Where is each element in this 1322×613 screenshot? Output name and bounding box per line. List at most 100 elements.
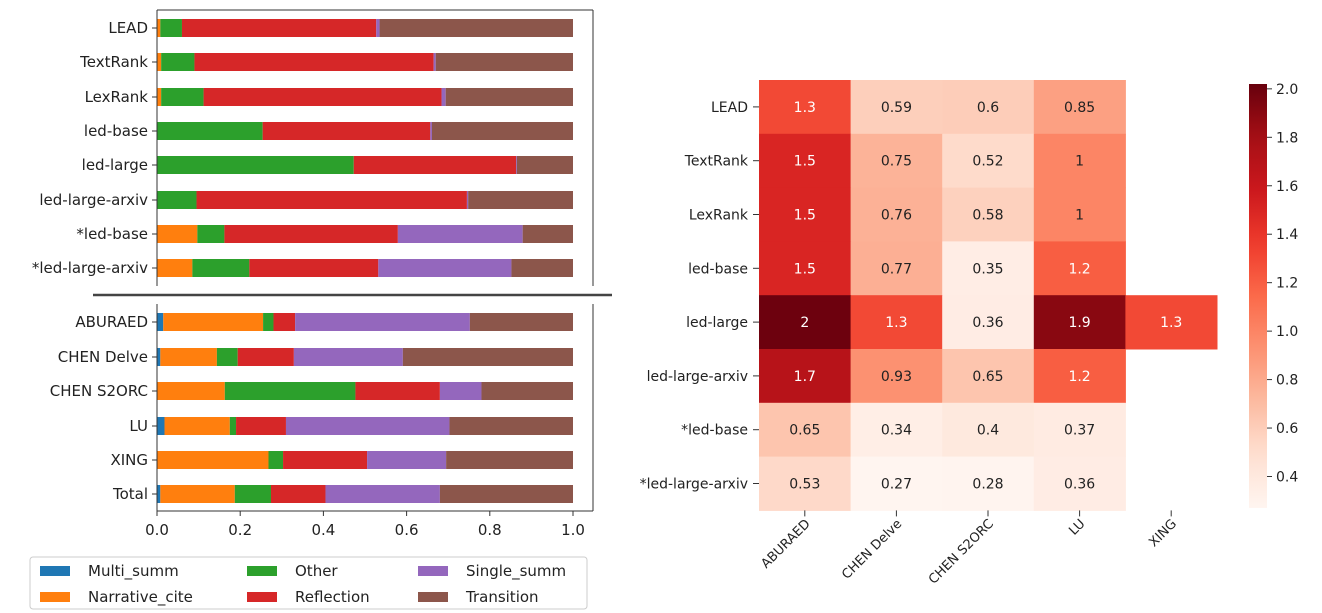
bar-aburaed-single-summ (295, 313, 470, 331)
heatmap-row-labels: LEAD TextRank LexRank led-base led-large led-… (640, 100, 759, 493)
legend-label-multi-summ: Multi_summ (88, 562, 179, 581)
bar-aburaed-multi-summ (157, 313, 164, 331)
row-label-textrank: TextRank (684, 154, 749, 170)
x-tick-label: 0.0 (145, 521, 169, 539)
colorbar-tick-label: 1.4 (1276, 227, 1298, 243)
colorbar-tick-label: 0.4 (1276, 470, 1298, 486)
legend-label-narrative-cite: Narrative_cite (88, 588, 193, 607)
cell-label-led-large-arxiv-aburaed: 1.7 (794, 369, 816, 385)
colorbar-tick-label: 0.6 (1276, 421, 1298, 437)
cell-label-lexrank-lu: 1 (1075, 208, 1084, 224)
colorbar-tick-label: 1.6 (1276, 179, 1298, 195)
bar-category-labels: LEAD TextRank LexRank led-base led-large led-… (32, 19, 157, 503)
cell-led-base-aburaed (759, 241, 852, 296)
legend-swatch-narrative-cite (40, 592, 70, 602)
row-label-led-base: *led-base (681, 423, 748, 439)
row-label-lead: LEAD (711, 100, 748, 116)
colorbar: 0.4 0.6 0.8 1.0 1.2 1.4 1.6 1.8 2.0 (1249, 82, 1298, 508)
bar-led-base-narrative-cite (157, 225, 198, 243)
legend-swatch-multi-summ (40, 566, 70, 576)
bar-chen-delve-multi-summ (157, 348, 161, 366)
bar-chen-s2orc-transition (481, 382, 573, 400)
bar-x-ticks: 0.0 0.2 0.4 0.6 0.8 1.0 (145, 511, 585, 539)
x-tick-label: 0.6 (395, 521, 419, 539)
legend-swatch-transition (418, 592, 448, 602)
cell-led-large-arxiv-aburaed (759, 456, 852, 511)
bar-lead-single-summ (376, 19, 380, 37)
cell-label-led-large-arxiv-chen-s2orc: 0.28 (972, 477, 1003, 493)
bar-lu-single-summ (285, 417, 450, 435)
cell-led-large-arxiv-lu (1033, 349, 1126, 404)
cell-led-base-aburaed (759, 402, 852, 458)
bar-aburaed-other (263, 313, 274, 331)
cell-label-led-large-arxiv-aburaed: 0.53 (789, 477, 820, 493)
bar-chen-s2orc-other (224, 382, 356, 400)
colorbar-bar (1249, 84, 1267, 508)
legend-label-reflection: Reflection (295, 588, 370, 606)
bar-segments (157, 19, 573, 503)
cell-led-large-lu (1033, 295, 1126, 350)
cell-label-led-large-arxiv-chen-delve: 0.93 (881, 369, 912, 385)
cell-label-led-large-lu: 1.9 (1068, 315, 1090, 331)
bar-led-large-arxiv-other (157, 191, 197, 209)
cell-label-led-base-chen-s2orc: 0.35 (972, 261, 1003, 277)
bar-total-other (234, 485, 271, 503)
cell-led-base-chen-s2orc (942, 241, 1035, 296)
cell-label-led-base-lu: 0.37 (1064, 423, 1095, 439)
heatmap-chart: 1.3 0.59 0.6 0.85 1.5 0.75 0.52 1 1.5 0.76 0.58 1 1.… (640, 80, 1298, 587)
row-label-led-base: led-base (688, 261, 748, 277)
legend-swatch-single-summ (418, 566, 448, 576)
cell-lead-aburaed (759, 80, 852, 135)
bar-axes (93, 9, 612, 512)
colorbar-tick-label: 1.0 (1276, 324, 1298, 340)
cell-textrank-aburaed (759, 133, 852, 189)
bar-lexrank-transition (445, 88, 573, 106)
bar-total-multi-summ (157, 485, 161, 503)
x-tick-label: 0.2 (228, 521, 252, 539)
bar-led-large-arxiv-single-summ (466, 191, 469, 209)
cell-label-led-large-aburaed: 2 (800, 315, 809, 331)
bar-textrank-transition (435, 53, 573, 71)
cell-led-large-arxiv-chen-s2orc (942, 456, 1035, 511)
y-tick-label-led-large-arxiv: *led-large-arxiv (32, 259, 148, 277)
bar-xing-other (268, 451, 284, 469)
y-tick-label-chen-delve: CHEN Delve (58, 348, 148, 366)
bar-led-large-other (157, 156, 354, 174)
legend-label-transition: Transition (465, 588, 539, 606)
bar-lu-multi-summ (157, 417, 165, 435)
cell-lexrank-chen-s2orc (942, 187, 1035, 242)
y-tick-label-lead: LEAD (108, 19, 148, 37)
bar-textrank-single-summ (433, 53, 436, 71)
bar-led-large-arxiv-single-summ (378, 259, 512, 277)
bar-aburaed-reflection (273, 313, 296, 331)
cell-led-large-arxiv-chen-delve (850, 456, 943, 511)
y-tick-label-xing: XING (110, 451, 148, 469)
bar-xing-single-summ (367, 451, 447, 469)
bar-xing-reflection (283, 451, 368, 469)
y-tick-label-led-large: led-large (82, 156, 148, 174)
bar-lexrank-reflection (203, 88, 442, 106)
bar-chen-delve-other (216, 348, 238, 366)
col-label-chen-delve: CHEN Delve (839, 517, 905, 583)
bar-lexrank-narrative-cite (157, 88, 162, 106)
bar-chen-delve-narrative-cite (160, 348, 217, 366)
cell-led-large-arxiv-aburaed (759, 349, 852, 404)
bar-lexrank-single-summ (441, 88, 446, 106)
cell-label-textrank-chen-delve: 0.75 (881, 154, 912, 170)
bar-led-base-transition (522, 225, 573, 243)
cell-label-led-base-chen-delve: 0.34 (881, 423, 912, 439)
cell-label-lexrank-chen-s2orc: 0.58 (972, 208, 1003, 224)
cell-label-led-large-xing: 1.3 (1160, 315, 1182, 331)
bar-chen-delve-single-summ (293, 348, 403, 366)
cell-label-led-large-arxiv-chen-delve: 0.27 (881, 477, 912, 493)
bar-lead-reflection (181, 19, 377, 37)
stacked-bar-chart: LEAD TextRank LexRank led-base led-large led-… (29, 9, 612, 610)
y-tick-label-led-base: *led-base (76, 225, 148, 243)
cell-label-textrank-lu: 1 (1075, 154, 1084, 170)
cell-led-large-arxiv-lu (1033, 456, 1126, 511)
y-tick-label-led-base: led-base (84, 122, 148, 140)
cell-label-lexrank-aburaed: 1.5 (794, 208, 816, 224)
bar-chen-s2orc-reflection (355, 382, 440, 400)
cell-label-led-large-arxiv-lu: 0.36 (1064, 477, 1095, 493)
bar-chen-s2orc-narrative-cite (157, 382, 225, 400)
